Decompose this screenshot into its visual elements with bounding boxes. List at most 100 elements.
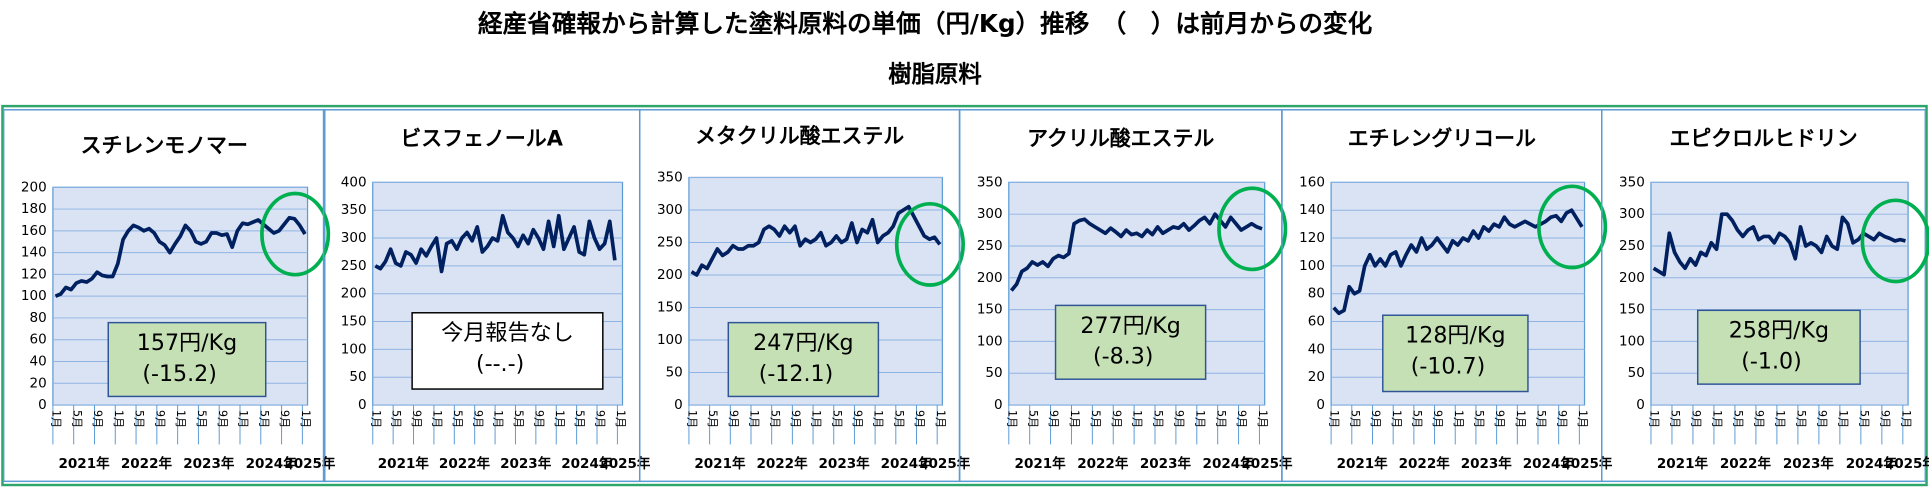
year-label: 2024年 <box>1846 455 1898 472</box>
y-tick-label: 180 <box>21 201 47 217</box>
x-tick-label: 1月 <box>1836 410 1849 428</box>
x-tick-label: 9月 <box>594 410 607 428</box>
year-label: 2023年 <box>1783 455 1835 472</box>
x-tick-label: 5月 <box>1089 410 1102 428</box>
year-label: 2022年 <box>1720 455 1772 472</box>
x-tick-label: 9月 <box>1110 410 1123 428</box>
highlight-circle <box>1537 184 1608 270</box>
x-tick-label: 9月 <box>153 410 166 428</box>
x-tick-label: 1月 <box>872 410 885 428</box>
x-tick-label: 1月 <box>112 410 125 428</box>
x-tick-label: 1月 <box>1576 410 1589 428</box>
x-tick-label: 1月 <box>1131 410 1144 428</box>
year-label: 2024年 <box>246 455 298 472</box>
x-tick-label: 5月 <box>573 410 586 428</box>
x-tick-label: 1月 <box>174 410 187 428</box>
y-tick-label: 400 <box>341 174 367 190</box>
x-tick-label: 1月 <box>686 410 699 428</box>
year-label: 2021年 <box>694 455 746 472</box>
year-label: 2025年 <box>919 455 971 472</box>
year-label: 2023年 <box>1461 455 1513 472</box>
year-label: 2025年 <box>1561 455 1613 472</box>
x-tick-label: 9月 <box>216 410 229 428</box>
y-tick-label: 50 <box>666 365 683 381</box>
year-label: 2025年 <box>1885 455 1929 472</box>
y-tick-label: 60 <box>1308 314 1325 330</box>
annotation-text: 277円/Kg <box>1080 313 1180 339</box>
y-tick-label: 40 <box>30 353 47 369</box>
annotation-text: 今月報告なし <box>441 320 574 346</box>
y-tick-label: 150 <box>977 302 1003 318</box>
x-tick-label: 9月 <box>278 410 291 428</box>
x-tick-label: 1月 <box>1328 410 1341 428</box>
annotation-text: (-15.2) <box>142 361 217 387</box>
y-tick-label: 350 <box>657 169 683 185</box>
year-label: 2023年 <box>183 455 235 472</box>
x-tick-label: 5月 <box>1535 410 1548 428</box>
annotation-box <box>1054 304 1207 380</box>
x-tick-label: 5月 <box>390 410 403 428</box>
x-tick-label: 5月 <box>1026 410 1039 428</box>
y-tick-label: 100 <box>341 341 367 357</box>
year-label: 2025年 <box>284 455 336 472</box>
annotation-box <box>411 312 604 390</box>
y-tick-label: 100 <box>977 333 1003 349</box>
year-label: 2022年 <box>121 455 173 472</box>
x-tick-label: 9月 <box>1878 410 1891 428</box>
x-tick-label: 9月 <box>1690 410 1703 428</box>
year-label: 2023年 <box>819 455 871 472</box>
chart-title: エピクロルヒドリン <box>1669 126 1857 150</box>
y-tick-label: 300 <box>341 230 367 246</box>
x-tick-label: 9月 <box>1369 410 1382 428</box>
year-label: 2021年 <box>1015 455 1067 472</box>
y-tick-label: 120 <box>1299 230 1325 246</box>
x-tick-label: 5月 <box>1732 410 1745 428</box>
y-tick-label: 0 <box>994 397 1003 413</box>
y-tick-label: 0 <box>1636 397 1645 413</box>
highlight-circle <box>1217 186 1288 272</box>
y-tick-label: 200 <box>1619 270 1645 286</box>
panel-frame <box>1601 109 1927 483</box>
highlight-circle <box>260 191 331 277</box>
y-tick-label: 250 <box>657 234 683 250</box>
x-tick-label: 1月 <box>1256 410 1269 428</box>
x-tick-label: 9月 <box>1493 410 1506 428</box>
y-tick-label: 80 <box>1308 286 1325 302</box>
x-tick-label: 5月 <box>512 410 525 428</box>
x-tick-label: 5月 <box>1473 410 1486 428</box>
y-tick-label: 50 <box>985 365 1002 381</box>
line-series <box>690 204 942 277</box>
y-tick-label: 200 <box>977 270 1003 286</box>
x-tick-label: 9月 <box>471 410 484 428</box>
annotation-text: 128円/Kg <box>1405 323 1505 349</box>
y-tick-label: 200 <box>341 286 367 302</box>
year-label: 2021年 <box>59 455 111 472</box>
y-tick-label: 350 <box>341 202 367 218</box>
y-tick-label: 200 <box>21 179 47 195</box>
x-tick-label: 1月 <box>553 410 566 428</box>
annotation-box <box>1696 309 1861 385</box>
x-tick-label: 5月 <box>1857 410 1870 428</box>
panel-frame <box>2 109 326 483</box>
x-tick-label: 5月 <box>1669 410 1682 428</box>
x-tick-label: 9月 <box>913 410 926 428</box>
chart-title: エチレングリコール <box>1348 126 1536 150</box>
y-tick-label: 250 <box>1619 238 1645 254</box>
y-tick-label: 50 <box>349 369 366 385</box>
x-tick-label: 5月 <box>451 410 464 428</box>
x-tick-label: 5月 <box>1410 410 1423 428</box>
year-label: 2024年 <box>881 455 933 472</box>
y-tick-label: 50 <box>1628 365 1645 381</box>
line-series <box>374 213 617 274</box>
year-label: 2022年 <box>439 455 491 472</box>
page-subtitle: 樹脂原料 <box>888 60 982 88</box>
year-label: 2021年 <box>1657 455 1709 472</box>
y-tick-label: 0 <box>674 397 683 413</box>
annotation-text: 258円/Kg <box>1729 318 1829 344</box>
x-tick-label: 1月 <box>1452 410 1465 428</box>
annotation-text: (-10.7) <box>1411 353 1486 379</box>
chart-title: スチレンモノマー <box>81 134 248 158</box>
y-tick-label: 250 <box>977 238 1003 254</box>
x-tick-label: 5月 <box>892 410 905 428</box>
